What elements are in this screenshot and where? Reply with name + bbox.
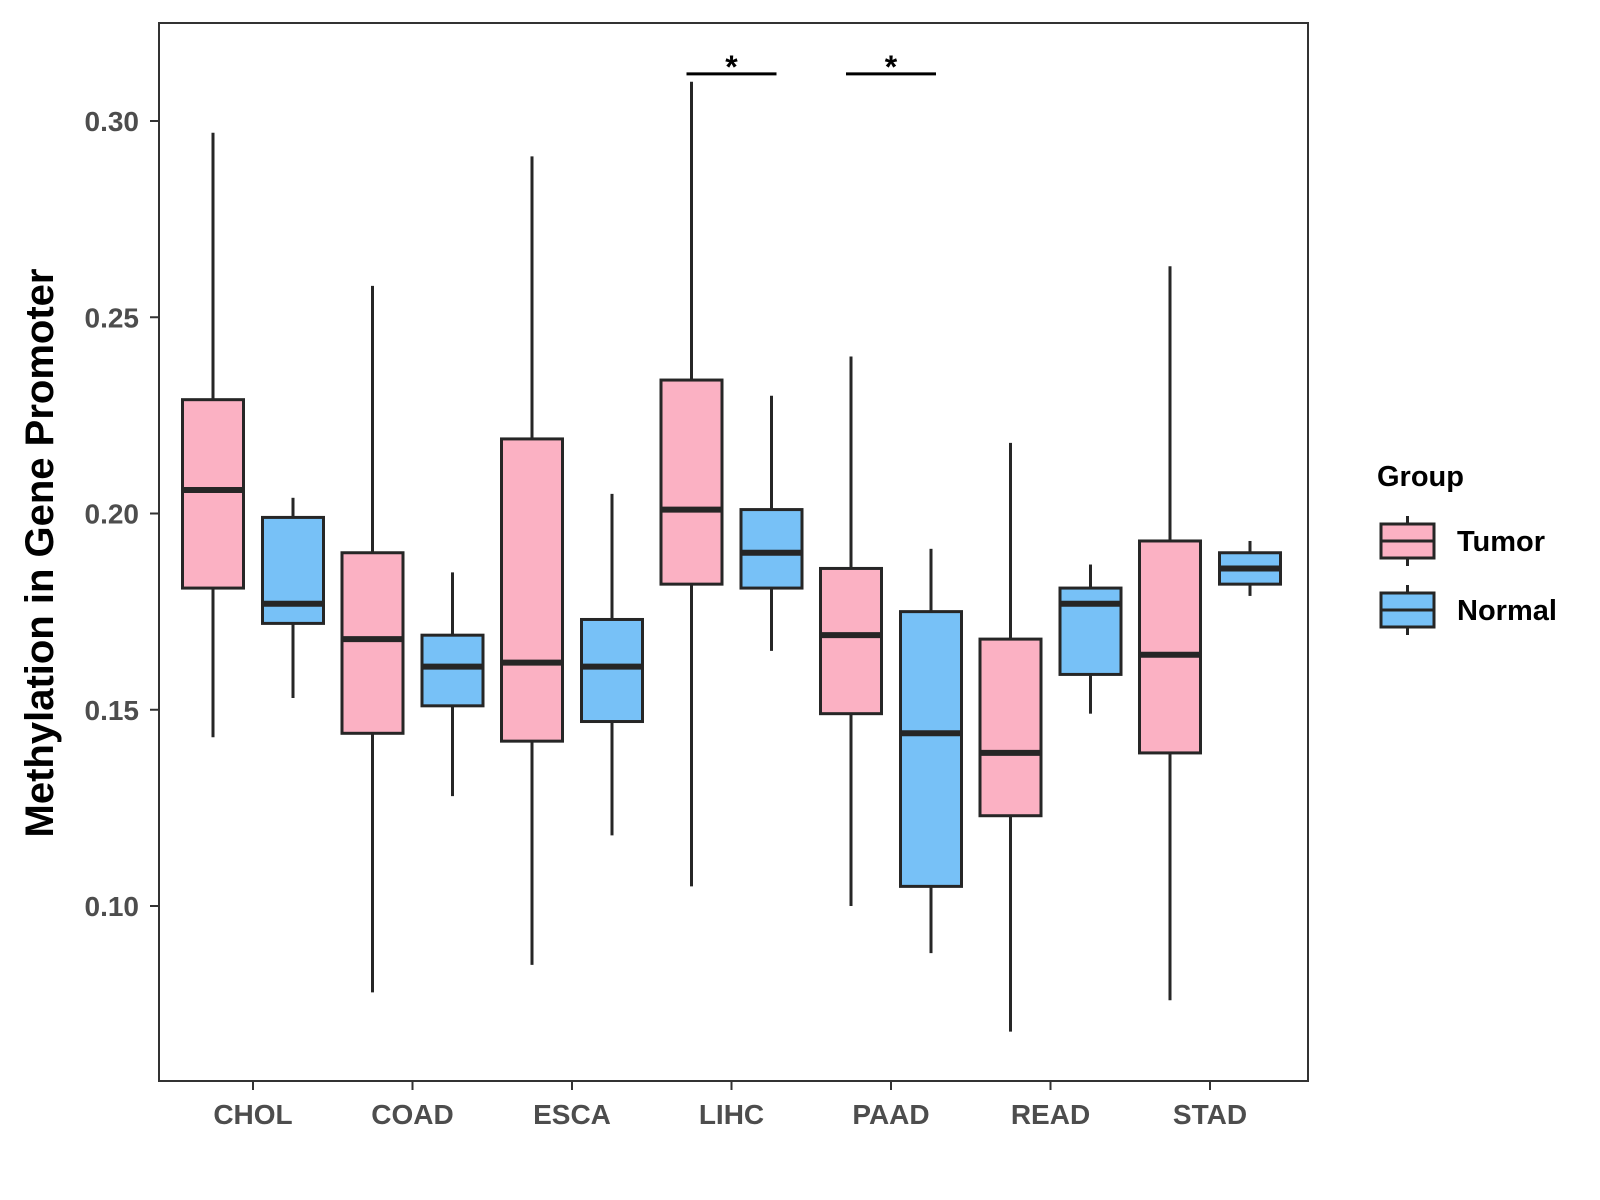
box-iqr	[739, 508, 804, 590]
box-iqr	[500, 437, 564, 743]
x-tick-label-paad: PAAD	[852, 1099, 929, 1130]
x-tick-label-coad: COAD	[371, 1099, 453, 1130]
box-read-tumor	[978, 442, 1043, 1032]
legend-title: Group	[1377, 461, 1464, 493]
x-tick-label-read: READ	[1011, 1099, 1090, 1130]
plot-layer: * *	[181, 49, 1282, 1032]
box-iqr	[580, 617, 644, 724]
x-tick-label-stad: STAD	[1173, 1099, 1247, 1130]
box-iqr	[181, 398, 245, 590]
box-read-normal	[1058, 564, 1123, 714]
box-esca-tumor	[500, 156, 564, 965]
box-coad-tumor	[340, 285, 405, 993]
box-iqr	[819, 566, 883, 716]
box-iqr	[978, 637, 1043, 818]
legend-item-tumor: Tumor	[1379, 516, 1545, 566]
y-tick-label: 0.25	[85, 302, 140, 333]
box-paad-normal	[899, 548, 963, 954]
legend: Group Tumor Normal	[1377, 461, 1557, 635]
box-iqr	[420, 633, 485, 708]
box-chol-tumor	[181, 132, 245, 738]
y-tick-label: 0.15	[85, 695, 140, 726]
box-iqr	[659, 378, 724, 586]
box-chol-normal	[261, 497, 325, 698]
axis-layer: 0.10 0.15 0.20 0.25 0.30 CHOL COAD ESCA LIHC PAAD…	[85, 106, 1248, 1130]
y-tick-label: 0.30	[85, 106, 140, 137]
box-stad-tumor	[1138, 266, 1202, 1001]
box-stad-normal	[1218, 540, 1282, 596]
significance-label-paad: *	[885, 49, 898, 85]
y-tick-label: 0.20	[85, 499, 140, 530]
box-iqr	[899, 610, 963, 888]
y-axis-title: Methylation in Gene Promoter	[18, 269, 62, 838]
significance-label-lihc: *	[725, 49, 738, 85]
plot-panel-border	[158, 22, 1309, 1082]
x-tick-label-esca: ESCA	[533, 1099, 611, 1130]
box-iqr	[340, 551, 405, 735]
box-coad-normal	[420, 572, 485, 797]
x-tick-label-lihc: LIHC	[699, 1099, 764, 1130]
legend-label-normal: Normal	[1457, 595, 1557, 627]
box-paad-tumor	[819, 356, 883, 906]
legend-items: Tumor Normal	[1379, 516, 1557, 635]
box-esca-normal	[580, 493, 644, 836]
box-lihc-tumor	[659, 81, 724, 887]
box-iqr	[261, 515, 325, 625]
y-tick-label: 0.10	[85, 891, 140, 922]
box-lihc-normal	[739, 395, 804, 651]
x-tick-label-chol: CHOL	[213, 1099, 292, 1130]
box-iqr	[1138, 539, 1202, 755]
legend-label-tumor: Tumor	[1457, 526, 1545, 558]
legend-item-normal: Normal	[1379, 585, 1557, 635]
